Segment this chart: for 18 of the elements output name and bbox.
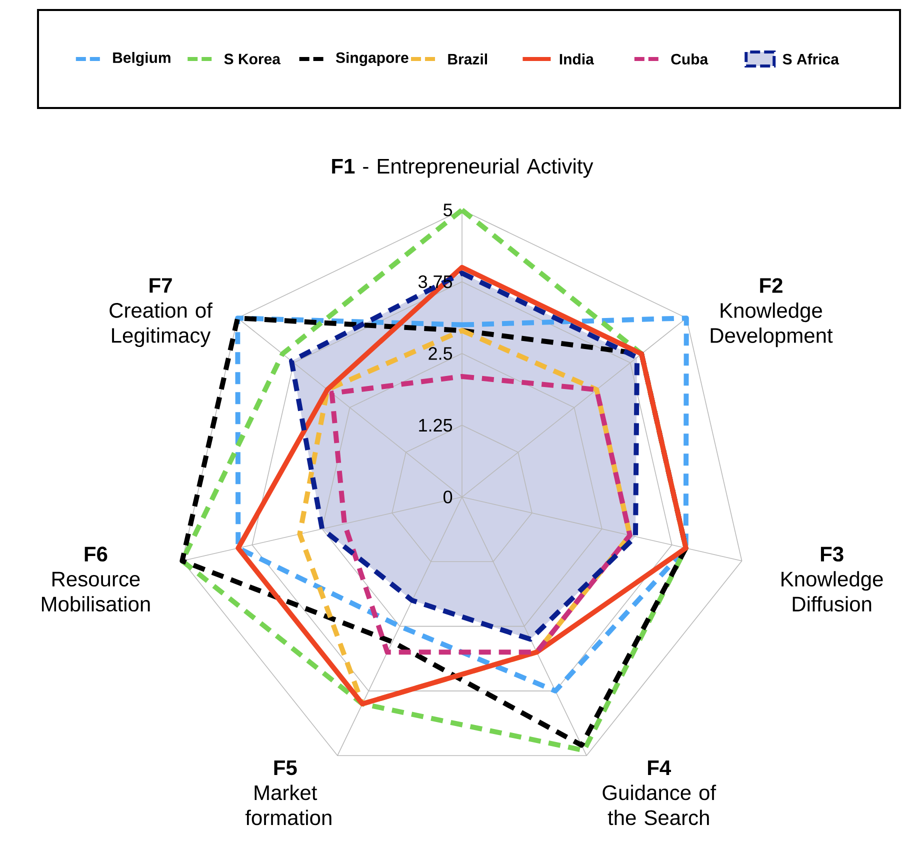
spoke-label: F7 Creation of Legitimacy	[110, 278, 212, 348]
spoke-label: F4 Guidance of the Search	[602, 760, 716, 826]
legend-label: Belgium	[113, 52, 170, 66]
y-tick-label: 2.5	[428, 347, 452, 360]
spoke-label: F5 Market formation	[245, 760, 332, 826]
legend-label: Cuba	[671, 53, 708, 64]
legend-label: Brazil	[448, 53, 487, 64]
spoke-label: F2 Knowledge Development	[710, 278, 833, 348]
spoke-label: F1 - Entrepreneurial Activity	[332, 158, 594, 178]
spoke-label: F3 Knowledge Diffusion	[782, 546, 883, 612]
y-tick-label: 5	[444, 204, 452, 216]
y-tick-label: 0	[444, 490, 452, 504]
spoke-label: F6 Resource Mobilisation	[42, 546, 150, 612]
legend-label: S Africa	[782, 53, 840, 64]
legend-label: India	[560, 53, 594, 64]
legend-label: S Korea	[224, 54, 281, 64]
y-tick-label: 1.25	[419, 418, 452, 432]
legend-label: Singapore	[336, 52, 408, 66]
